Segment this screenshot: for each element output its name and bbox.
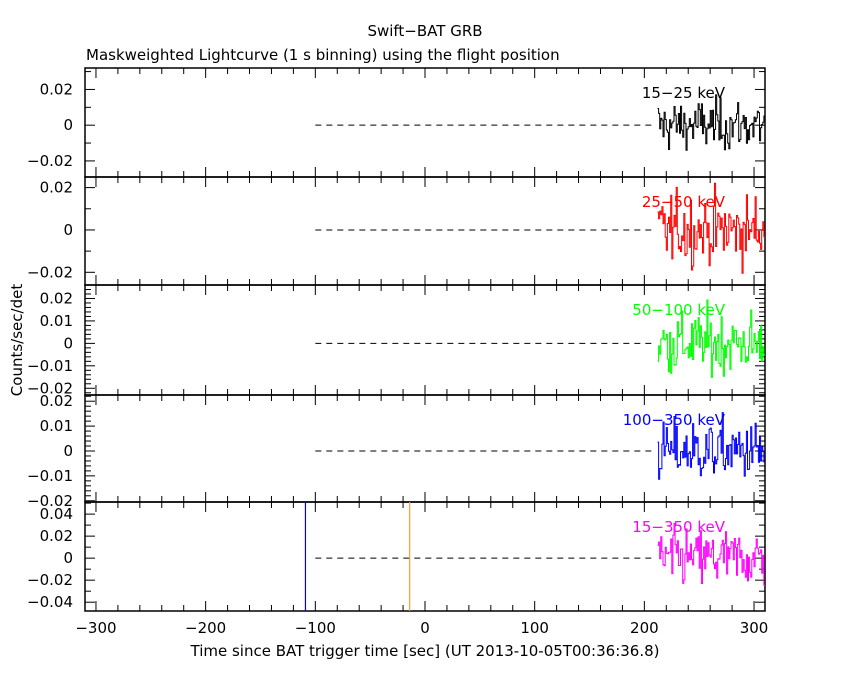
lightcurve-2	[657, 299, 765, 378]
x-tick-label: −300	[75, 619, 116, 637]
y-tick-label: −0.01	[27, 467, 73, 485]
y-tick-label: −0.02	[27, 571, 73, 589]
lightcurve-4	[657, 523, 765, 586]
y-tick-label: −0.02	[27, 263, 73, 281]
band-label: 50−100 keV	[632, 301, 725, 319]
y-tick-label: −0.01	[27, 357, 73, 375]
x-tick-label: 200	[630, 619, 659, 637]
y-tick-label: −0.02	[27, 152, 73, 170]
y-tick-label: 0.02	[40, 392, 73, 410]
chart-subtitle: Maskweighted Lightcurve (1 s binning) us…	[86, 46, 560, 64]
band-label: 15−350 keV	[632, 518, 725, 536]
y-tick-label: −0.02	[27, 379, 73, 397]
x-tick-label: −200	[185, 619, 226, 637]
y-tick-label: 0.01	[40, 312, 73, 330]
y-tick-label: 0.02	[40, 80, 73, 98]
y-tick-label: 0	[63, 334, 73, 352]
x-tick-label: 0	[420, 619, 430, 637]
panel-4: −0.04 −0.02 0 0.02 0.04 15−350 keV −300 −200 −10…	[27, 501, 769, 637]
x-axis-label: Time since BAT trigger time [sec] (UT 20…	[190, 642, 660, 660]
x-tick-label: 100	[520, 619, 549, 637]
y-tick-label: 0.02	[40, 289, 73, 307]
panel-1: −0.02 0 0.02 25−50 keV	[27, 176, 766, 286]
lightcurve-3	[657, 412, 765, 480]
x-tick-label: 300	[740, 619, 769, 637]
y-axis-label: Counts/sec/det	[8, 284, 26, 397]
y-tick-label: 0	[63, 116, 73, 134]
x-tick-label: −100	[295, 619, 336, 637]
lightcurve-0	[657, 94, 765, 151]
panel-3: −0.02 −0.01 0 0.01 0.02 100−350 keV	[27, 392, 766, 510]
lightcurve-1	[657, 182, 765, 274]
y-tick-label: 0.02	[40, 527, 73, 545]
y-tick-label: 0	[63, 221, 73, 239]
y-tick-label: −0.02	[27, 492, 73, 510]
y-tick-label: 0	[63, 442, 73, 460]
chart-title: Swift−BAT GRB	[367, 22, 482, 40]
y-tick-label: 0.02	[40, 179, 73, 197]
band-label: 15−25 keV	[642, 84, 726, 102]
panel-0: −0.02 0 0.02 15−25 keV	[27, 67, 766, 178]
band-label: 25−50 keV	[642, 193, 726, 211]
y-tick-label: 0.01	[40, 417, 73, 435]
panel-2: −0.02 −0.01 0 0.01 0.02 50−100 keV	[27, 284, 766, 397]
y-tick-label: 0.04	[40, 505, 73, 523]
y-tick-label: 0	[63, 549, 73, 567]
band-label: 100−350 keV	[623, 411, 726, 429]
y-tick-label: −0.04	[27, 593, 73, 611]
